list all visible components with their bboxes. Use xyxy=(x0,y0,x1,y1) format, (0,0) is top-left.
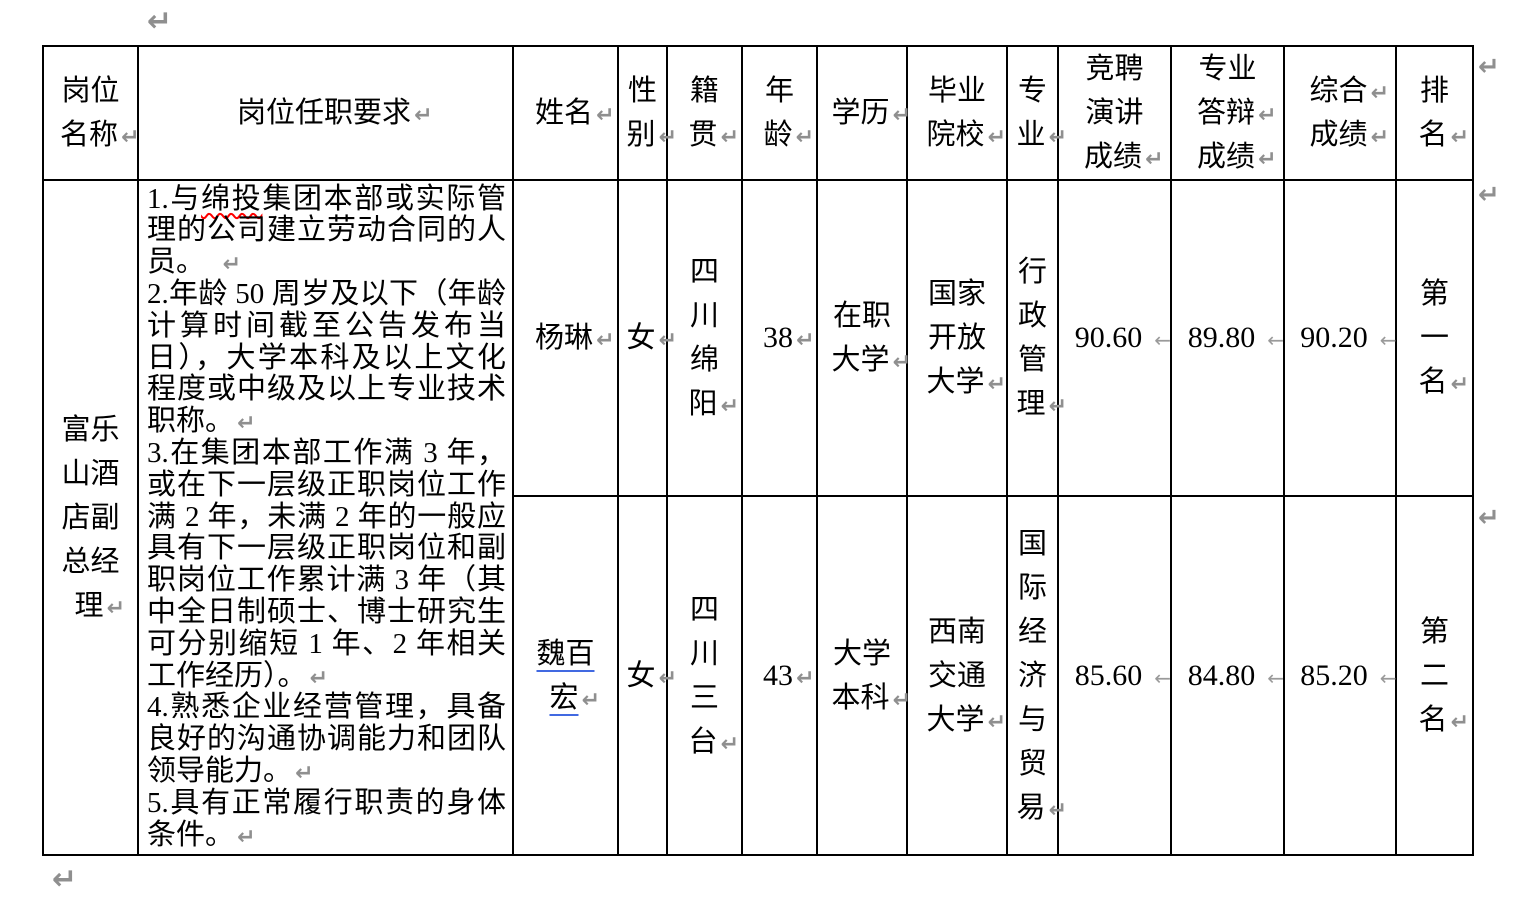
header-requirements: 岗位任职要求 ↵ xyxy=(137,45,514,181)
header-label: 专 业 xyxy=(1016,75,1047,151)
header-defense-score: 专业 答辩 ↵ 成绩 ↵ xyxy=(1170,45,1285,181)
header-age: 年 龄 ↵ xyxy=(741,45,818,181)
header-label: 性 别 xyxy=(626,75,657,151)
cell-defense-score: 84.80 ← xyxy=(1170,495,1285,856)
gender-value: 女 xyxy=(626,659,656,692)
requirement-item: 3.在集团本部工作满 3 年，或在下一层级正职岗位工作满 2 年，未满 2 年的… xyxy=(147,437,506,692)
header-label: 学历 xyxy=(831,97,890,129)
requirement-text: 3.在集团本部工作满 3 年，或在下一层级正职岗位工作满 2 年，未满 2 年的… xyxy=(147,437,506,692)
header-label: 竞聘 演讲 成绩 xyxy=(1083,53,1144,173)
cell-major: 国 际 经 济 与 贸 易 ↵ xyxy=(1006,495,1067,856)
header-label: 岗位 名称 xyxy=(59,75,120,151)
native-place-value: 四 川 绵 阳 xyxy=(688,256,719,420)
gender-value: 女 xyxy=(626,322,656,354)
overall-score-value: 90.20 xyxy=(1300,321,1368,354)
cell-requirements: 1.与绵投集团本部或实际管理的公司建立劳动合同的人员。 ↵ 2.年龄 50 周岁… xyxy=(137,179,514,856)
rank-value: 第 二 名 xyxy=(1418,615,1449,736)
paragraph-mark-below-table: ↵ xyxy=(52,862,78,897)
defense-score-value: 89.80 xyxy=(1187,321,1256,354)
header-label: 姓名 xyxy=(534,97,593,129)
header-label: 年 龄 xyxy=(763,75,794,151)
header-rank: 排 名 ↵ xyxy=(1395,45,1474,181)
position-text: 富乐 山酒 店副 总经 理 xyxy=(61,413,120,622)
row-end-mark-header: ↵ xyxy=(1478,52,1500,82)
cell-major: 行 政 管 理 ↵ xyxy=(1006,179,1067,497)
school-value: 国家 开放 大学 xyxy=(926,278,986,398)
requirement-text: 4.熟悉企业经营管理，具备良好的沟通协调能力和团队领导能力。 xyxy=(147,691,506,787)
row-end-mark-row2: ↵ xyxy=(1478,503,1500,533)
header-label: 成绩 xyxy=(1196,141,1255,173)
cell-rank: 第 一 名 ↵ xyxy=(1395,179,1474,497)
cell-native-place: 四 川 绵 阳 ↵ xyxy=(666,179,743,497)
cell-native-place: 四 川 三 台 ↵ xyxy=(666,495,743,856)
age-value: 43 xyxy=(763,658,793,692)
header-overall-score: 综合 ↵ 成绩 ↵ xyxy=(1283,45,1397,181)
speech-score-value: 85.60 xyxy=(1074,658,1143,692)
cell-name: 魏百 宏 ↵ xyxy=(512,495,619,856)
header-name: 姓名 ↵ xyxy=(512,45,619,181)
requirement-item: 5.具有正常履行职责的身体条件。 ↵ xyxy=(147,786,506,851)
speech-score-value: 90.60 xyxy=(1074,321,1143,354)
cell-gender: 女 ↵ xyxy=(617,495,677,856)
header-label: 综合 xyxy=(1309,75,1368,107)
header-education: 学历 ↵ xyxy=(816,45,911,181)
header-label: 岗位任职要求 xyxy=(236,97,411,129)
requirement-text: 1.与 xyxy=(147,182,202,215)
header-label: 专业 答辩 xyxy=(1196,53,1257,129)
candidate-name: 杨琳 xyxy=(534,322,593,354)
cell-gender: 女 ↵ xyxy=(617,179,677,497)
cell-school: 西南 交通 大学 ↵ xyxy=(906,495,1008,856)
header-gender: 性 别 ↵ xyxy=(617,45,677,181)
cell-overall-score: 90.20 ← xyxy=(1283,179,1397,497)
header-major: 专 业 ↵ xyxy=(1006,45,1067,181)
rank-value: 第 一 名 xyxy=(1418,278,1449,398)
cell-position: 富乐 山酒 店副 总经 理 ↵ xyxy=(42,179,139,856)
row-end-mark-row1: ↵ xyxy=(1478,180,1500,210)
defense-score-value: 84.80 xyxy=(1187,658,1256,692)
major-value: 行 政 管 理 xyxy=(1016,256,1047,420)
requirement-item: 2.年龄 50 周岁及以下（年龄计算时间截至公告发布当日），大学本科及以上文化程… xyxy=(147,278,506,438)
cell-overall-score: 85.20 ← xyxy=(1283,495,1397,856)
table-row: 魏百 宏 ↵ 女 ↵ 四 川 三 台 ↵ 43 ↵ 大学 本科 ↵ 西南 交通 大学 ↵ 国… xyxy=(43,495,1474,856)
table-row: 富乐 山酒 店副 总经 理 ↵ 1.与绵投集团本部或实际管理的公司建立劳动合同的人… xyxy=(42,179,1474,856)
cell-school: 国家 开放 大学 ↵ xyxy=(906,179,1008,497)
requirement-text: 集团本部或实际管理的公司建立劳动合同的人员。 xyxy=(147,182,506,279)
requirement-text: 5.具有正常履行职责的身体条件。 xyxy=(147,786,506,851)
requirement-item: 4.熟悉企业经营管理，具备良好的沟通协调能力和团队领导能力。 ↵ xyxy=(147,691,506,787)
cell-defense-score: 89.80 ← xyxy=(1170,179,1285,497)
native-place-value: 四 川 三 台 xyxy=(688,593,719,758)
overall-score-value: 85.20 xyxy=(1300,658,1368,692)
header-native-place: 籍 贯 ↵ xyxy=(666,45,743,181)
school-value: 西南 交通 大学 xyxy=(926,615,986,736)
candidate-name: 魏百 宏 xyxy=(536,637,595,714)
cell-age: 38 ↵ xyxy=(741,179,818,497)
header-label: 籍 贯 xyxy=(688,75,719,151)
cell-speech-score: 85.60 ← xyxy=(1057,495,1172,856)
cell-name: 杨琳 ↵ xyxy=(512,179,619,497)
education-value: 在职 大学 xyxy=(831,300,891,376)
header-position-name: 岗位 名称 ↵ xyxy=(42,45,139,181)
requirement-text: 2.年龄 50 周岁及以下（年龄计算时间截至公告发布当日），大学本科及以上文化程… xyxy=(147,278,506,438)
cell-rank: 第 二 名 ↵ xyxy=(1395,495,1474,856)
spellcheck-word: 绵投 xyxy=(201,182,263,215)
paragraph-mark-above-table: ↵ xyxy=(147,4,173,39)
age-value: 38 xyxy=(763,321,793,354)
header-speech-score: 竞聘 演讲 成绩 ↵ xyxy=(1057,45,1172,181)
cell-education: 在职 大学 ↵ xyxy=(816,179,911,497)
education-value: 大学 本科 xyxy=(831,637,891,714)
header-label: 排 名 xyxy=(1418,75,1449,151)
cell-speech-score: 90.60 ← xyxy=(1057,179,1172,497)
header-school: 毕业 院校 ↵ xyxy=(906,45,1008,181)
cell-education: 大学 本科 ↵ xyxy=(816,495,911,856)
candidates-table: 岗位 名称 ↵ 岗位任职要求 ↵ 姓名 ↵ 性 别 ↵ 籍 贯 ↵ 年 龄 ↵ 学历 ↵ 毕业… xyxy=(42,45,1474,856)
header-label: 毕业 院校 xyxy=(926,75,986,151)
major-value: 国 际 经 济 与 贸 易 xyxy=(1016,527,1047,824)
header-row: 岗位 名称 ↵ 岗位任职要求 ↵ 姓名 ↵ 性 别 ↵ 籍 贯 ↵ 年 龄 ↵ 学历 ↵ 毕业… xyxy=(42,45,1474,181)
header-label: 成绩 xyxy=(1309,119,1368,151)
cell-age: 43 ↵ xyxy=(741,495,818,856)
requirement-item: 1.与绵投集团本部或实际管理的公司建立劳动合同的人员。 ↵ xyxy=(147,182,506,279)
